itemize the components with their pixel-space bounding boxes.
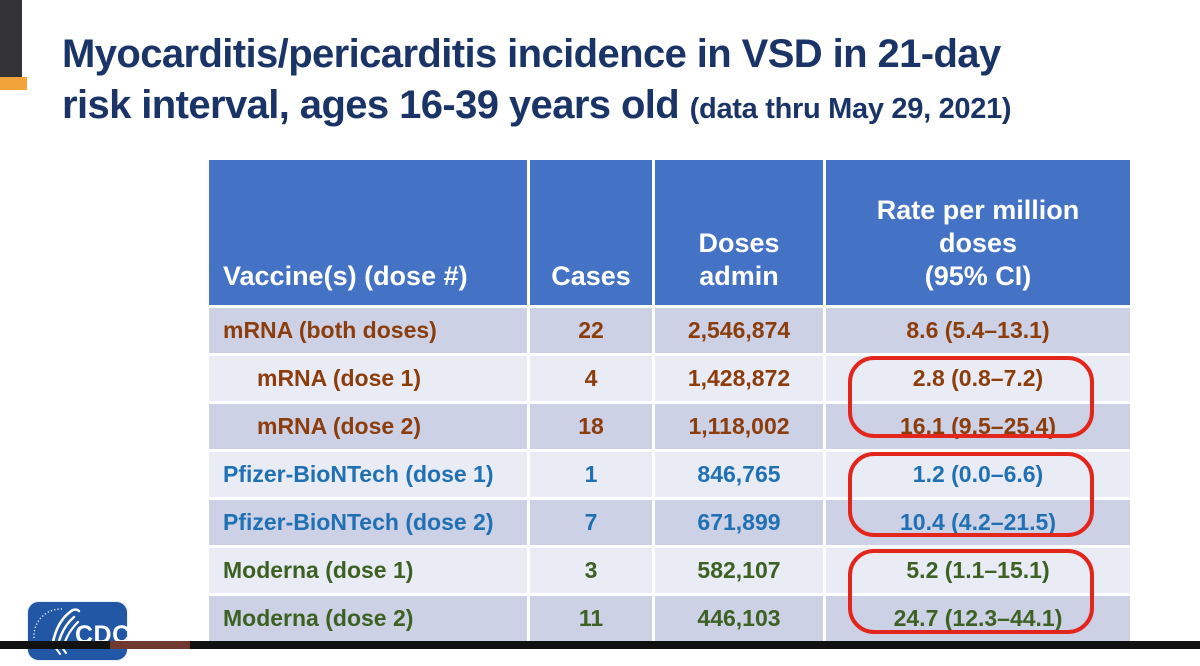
- title-line-1: Myocarditis/pericarditis incidence in VS…: [62, 31, 1001, 76]
- cell-doses: 446,103: [655, 593, 826, 641]
- column-header-rate: Rate per million doses (95% CI): [826, 160, 1130, 305]
- cell-cases: 4: [530, 353, 655, 401]
- accent-bar-orange: [0, 77, 27, 90]
- cell-vaccine: Pfizer-BioNTech (dose 2): [209, 497, 530, 545]
- cell-vaccine: Moderna (dose 1): [209, 545, 530, 593]
- highlight-oval-moderna-rates: [848, 549, 1094, 634]
- cell-cases: 3: [530, 545, 655, 593]
- cell-vaccine: mRNA (dose 2): [209, 401, 530, 449]
- column-header-vaccine: Vaccine(s) (dose #): [209, 160, 530, 305]
- bottom-bar: [0, 641, 1200, 649]
- cell-rate: 8.6 (5.4–13.1): [826, 305, 1130, 353]
- cell-vaccine: Moderna (dose 2): [209, 593, 530, 641]
- title-line-2: risk interval, ages 16-39 years old (dat…: [62, 82, 1012, 127]
- cell-doses: 1,428,872: [655, 353, 826, 401]
- cell-cases: 18: [530, 401, 655, 449]
- cell-doses: 671,899: [655, 497, 826, 545]
- slide-title: Myocarditis/pericarditis incidence in VS…: [62, 29, 1177, 135]
- cdc-logo-icon: CDC: [27, 601, 130, 661]
- cell-doses: 2,546,874: [655, 305, 826, 353]
- cell-doses: 846,765: [655, 449, 826, 497]
- cell-doses: 1,118,002: [655, 401, 826, 449]
- cell-vaccine: Pfizer-BioNTech (dose 1): [209, 449, 530, 497]
- cell-cases: 7: [530, 497, 655, 545]
- column-header-doses: Doses admin: [655, 160, 826, 305]
- title-date-note: (data thru May 29, 2021): [689, 92, 1012, 125]
- cell-cases: 22: [530, 305, 655, 353]
- highlight-oval-pfizer-rates: [848, 452, 1094, 537]
- cell-vaccine: mRNA (dose 1): [209, 353, 530, 401]
- bottom-bar-segment: [110, 641, 190, 649]
- accent-bar-dark: [0, 0, 22, 77]
- highlight-oval-mrna-rates: [848, 356, 1094, 438]
- column-header-cases: Cases: [530, 160, 655, 305]
- cell-cases: 11: [530, 593, 655, 641]
- cell-vaccine: mRNA (both doses): [209, 305, 530, 353]
- cell-cases: 1: [530, 449, 655, 497]
- cdc-logo: CDC: [27, 601, 130, 661]
- cell-doses: 582,107: [655, 545, 826, 593]
